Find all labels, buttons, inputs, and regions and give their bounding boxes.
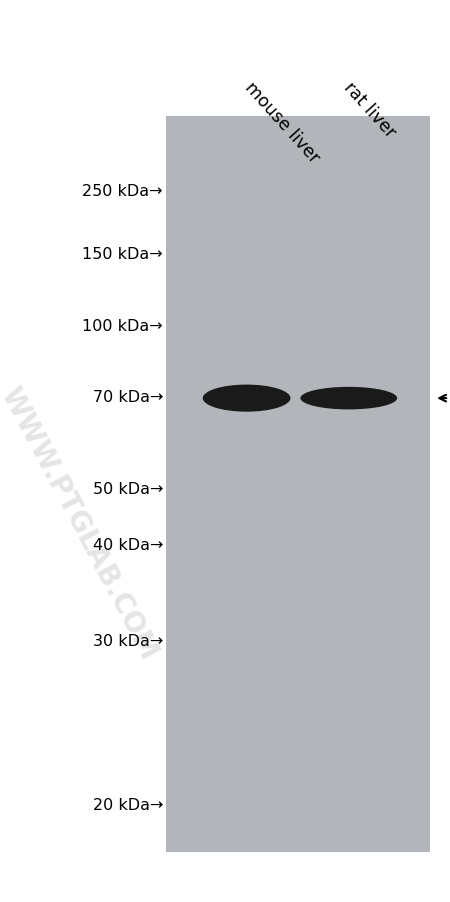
Bar: [166, 117, 430, 852]
Text: mouse liver: mouse liver: [241, 78, 323, 166]
Text: 20 kDa→: 20 kDa→: [93, 797, 163, 812]
Text: rat liver: rat liver: [340, 78, 399, 141]
Text: 40 kDa→: 40 kDa→: [93, 538, 163, 552]
Text: WWW.PTGLAB.COM: WWW.PTGLAB.COM: [0, 382, 162, 664]
Ellipse shape: [203, 385, 291, 412]
Text: 50 kDa→: 50 kDa→: [93, 482, 163, 496]
Text: 30 kDa→: 30 kDa→: [93, 633, 163, 648]
Text: 250 kDa→: 250 kDa→: [82, 184, 163, 198]
Ellipse shape: [301, 388, 397, 410]
Text: 100 kDa→: 100 kDa→: [82, 319, 163, 334]
Text: 70 kDa→: 70 kDa→: [93, 390, 163, 404]
Text: 150 kDa→: 150 kDa→: [82, 247, 163, 262]
